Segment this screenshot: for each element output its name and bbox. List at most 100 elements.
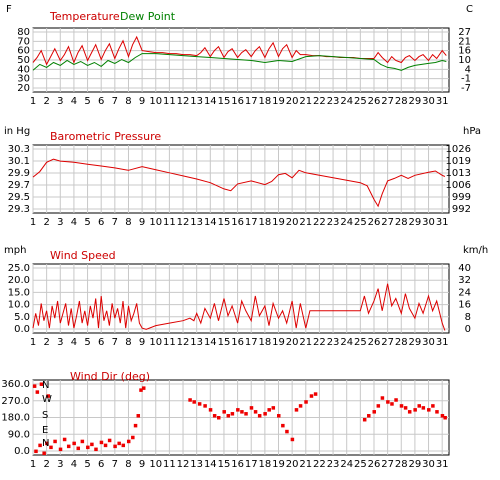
x-tick-label: 2 [43, 217, 49, 228]
wind-dir-point [192, 400, 196, 404]
x-tick-label: 11 [163, 337, 176, 348]
wind-dir-point [203, 404, 207, 408]
y-tick-label-right: -7 [461, 83, 471, 94]
x-tick-label: 16 [231, 459, 244, 470]
wind-dir-point [113, 444, 117, 449]
y-tick-label-right: 992 [452, 204, 471, 215]
y-tick-label-right: 16 [458, 46, 471, 57]
right-unit-label: hPa [463, 126, 481, 137]
y-tick-label-left: 270.0 [1, 396, 30, 407]
x-tick-label: 12 [177, 337, 190, 348]
x-tick-label: 9 [139, 96, 145, 107]
y-tick-label-left: 50 [17, 55, 30, 66]
wind-dir-point [126, 439, 131, 444]
x-tick-label: 31 [436, 337, 449, 348]
x-tick-label: 24 [340, 217, 353, 228]
wind-dir-point [417, 404, 421, 408]
plot-frame [32, 144, 450, 214]
wind-dir-point [46, 394, 51, 398]
wind-dir-point [107, 438, 112, 443]
wind-dir-point [249, 406, 254, 410]
x-tick-label: 18 [259, 337, 272, 348]
wind-dir-point [281, 423, 285, 428]
x-tick-label: 18 [259, 96, 272, 107]
x-tick-label: 3 [57, 337, 63, 348]
wind-dir-point [188, 398, 192, 402]
x-tick-label: 17 [245, 459, 258, 470]
x-tick-label: 7 [112, 337, 118, 348]
y-tick-label-right: 1006 [446, 180, 471, 191]
wind-dir-point [390, 402, 394, 406]
x-tick-label: 23 [327, 217, 340, 228]
x-tick-label: 26 [368, 459, 381, 470]
x-tick-label: 20 [286, 217, 299, 228]
wind-dir-point [443, 416, 447, 420]
x-tick-label: 3 [57, 459, 63, 470]
y-tick-label-right: 27 [458, 27, 471, 38]
compass-label: S [42, 410, 48, 421]
x-tick-label: 24 [340, 459, 353, 470]
x-tick-label: 6 [98, 96, 104, 107]
x-tick-label: 4 [71, 96, 77, 107]
x-tick-label: 28 [395, 459, 408, 470]
x-tick-label: 1 [30, 337, 36, 348]
wind-dir-point [197, 402, 202, 406]
wind-dir-point [103, 443, 108, 448]
x-tick-label: 4 [71, 217, 77, 228]
wind-dir-point [290, 437, 295, 442]
y-tick-label-right: 1019 [446, 156, 471, 167]
wind-dir-point [421, 406, 426, 410]
left-unit-label: mph [4, 245, 26, 256]
wind-dir-point [304, 400, 308, 404]
y-tick-label-right: 0 [465, 324, 471, 335]
x-tick-label: 15 [218, 217, 231, 228]
x-tick-label: 29 [409, 459, 422, 470]
x-tick-label: 10 [149, 337, 162, 348]
wind-dir-point [38, 443, 42, 448]
wind-dir-point [253, 410, 258, 414]
x-tick-label: 24 [340, 337, 353, 348]
y-tick-label-left: 20 [17, 83, 30, 94]
x-tick-label: 11 [163, 96, 176, 107]
wind-dir-point [240, 410, 244, 414]
x-tick-label: 11 [163, 459, 176, 470]
wind-dir-point [62, 437, 67, 442]
wind-dir-point [45, 441, 49, 446]
wind-dir-point [277, 414, 281, 418]
y-tick-label-left: 0.0 [14, 446, 30, 457]
x-tick-label: 5 [84, 96, 90, 107]
y-tick-label-left: 30.1 [8, 156, 30, 167]
x-tick-label: 24 [340, 96, 353, 107]
wind-dir-point [244, 412, 248, 416]
chart-title: Barometric Pressure [50, 130, 161, 143]
x-tick-label: 10 [149, 217, 162, 228]
x-tick-label: 13 [190, 96, 203, 107]
compass-label: N [42, 380, 49, 391]
wind-dir-point [35, 390, 40, 394]
wind-dir-point [230, 412, 235, 416]
x-tick-label: 21 [299, 217, 312, 228]
x-tick-label: 26 [368, 96, 381, 107]
wind-dir-point [208, 408, 213, 412]
y-tick-label-left: 25.0 [8, 263, 30, 274]
wind-dir-point [136, 414, 141, 418]
compass-label: W [42, 394, 52, 405]
x-tick-label: 8 [125, 337, 131, 348]
x-tick-label: 19 [272, 337, 285, 348]
x-tick-label: 5 [84, 459, 90, 470]
x-tick-label: 28 [395, 337, 408, 348]
y-tick-label-left: 70 [17, 36, 30, 47]
x-tick-label: 8 [125, 217, 131, 228]
y-tick-label-right: -1 [461, 74, 471, 85]
x-tick-label: 13 [190, 337, 203, 348]
y-tick-label-right: 24 [458, 287, 471, 298]
wind-dir-point [58, 447, 63, 452]
x-tick-label: 26 [368, 337, 381, 348]
x-tick-label: 30 [422, 337, 435, 348]
wind-dir-point [86, 445, 90, 450]
wind-dir-point [362, 417, 367, 422]
x-tick-label: 6 [98, 459, 104, 470]
x-tick-label: 18 [259, 217, 272, 228]
x-tick-label: 5 [84, 217, 90, 228]
